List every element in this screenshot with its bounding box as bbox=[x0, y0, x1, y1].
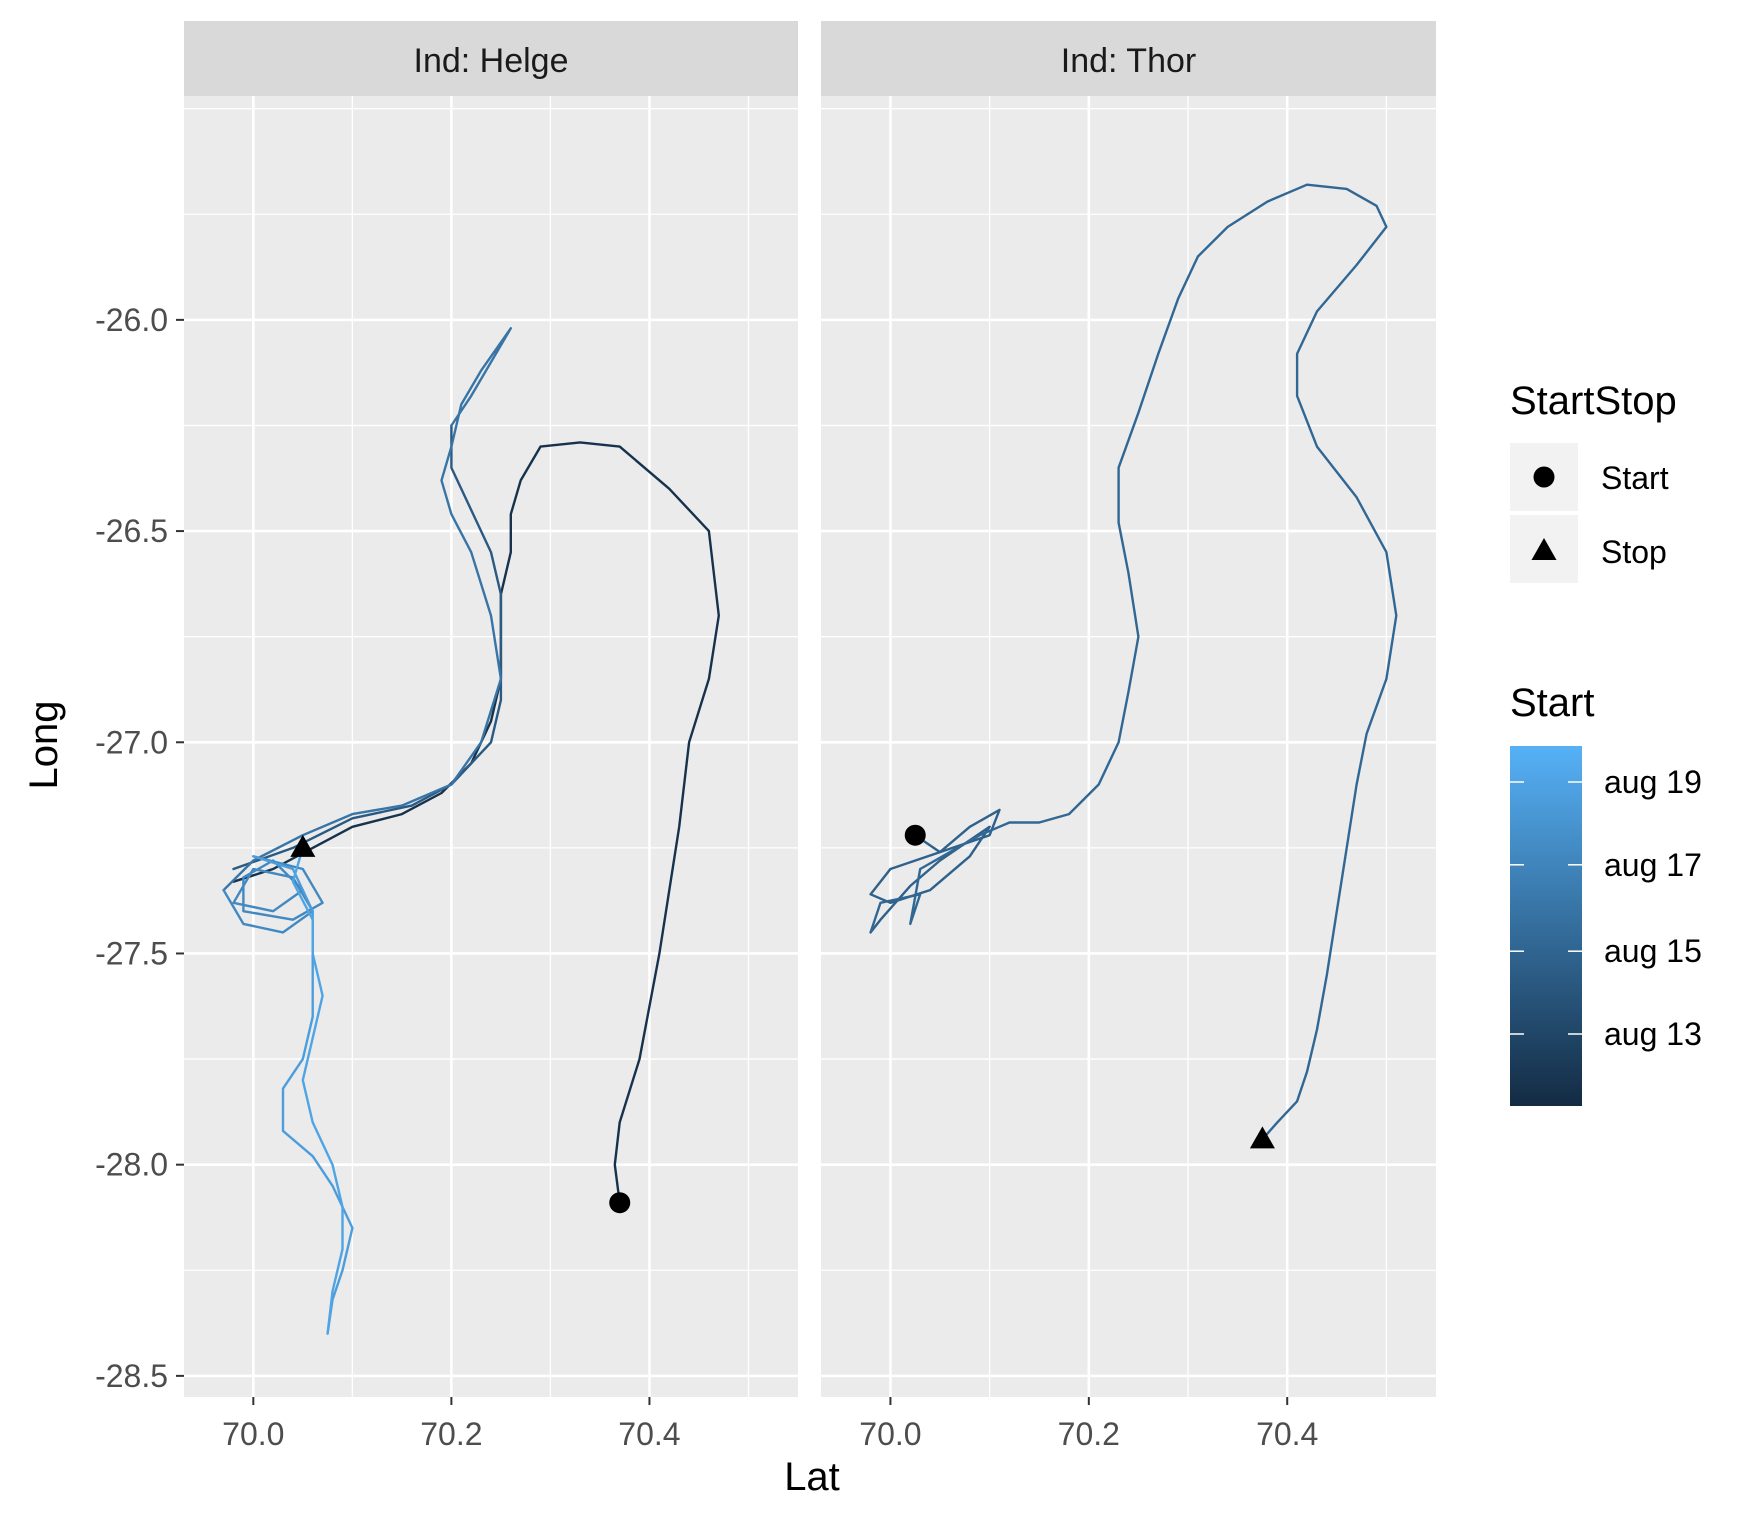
x-tick-label: 70.4 bbox=[1256, 1416, 1318, 1452]
legend-start-label: Start bbox=[1601, 460, 1669, 496]
colorbar-label: aug 13 bbox=[1604, 1016, 1702, 1052]
track-line bbox=[869, 183, 1398, 1141]
y-tick-label: -28.0 bbox=[95, 1147, 168, 1183]
x-tick-label: 70.2 bbox=[1058, 1416, 1120, 1452]
legend-stop-label: Stop bbox=[1601, 534, 1667, 570]
panel-strip-bg bbox=[821, 21, 1436, 96]
track-line bbox=[291, 846, 344, 1335]
track-line bbox=[222, 327, 512, 892]
track-line bbox=[869, 808, 1001, 934]
y-axis-title: Long bbox=[22, 701, 66, 790]
start-marker bbox=[609, 1192, 631, 1214]
y-tick-label: -27.5 bbox=[95, 935, 168, 971]
colorbar-label: aug 19 bbox=[1604, 764, 1702, 800]
y-axis: -26.0 -26.5 -27.0 -27.5 -28.0 -28.5 bbox=[95, 302, 184, 1394]
colorbar-label: aug 15 bbox=[1604, 933, 1702, 969]
x-tick-label: 70.0 bbox=[859, 1416, 921, 1452]
x-tick-label: 70.0 bbox=[222, 1416, 284, 1452]
panel-strip-label: Ind: Helge bbox=[414, 42, 569, 80]
legend-start-colorbar: Start aug 19 aug 17 aug 15 aug 13 bbox=[1510, 681, 1702, 1106]
x-tick-label: 70.2 bbox=[420, 1416, 482, 1452]
stop-marker bbox=[290, 834, 316, 857]
start-marker bbox=[904, 824, 926, 846]
panel-background bbox=[821, 96, 1436, 1397]
y-tick-label: -26.0 bbox=[95, 302, 168, 338]
tracks bbox=[222, 327, 720, 1335]
y-tick-label: -28.5 bbox=[95, 1358, 168, 1394]
tracks bbox=[869, 183, 1398, 1141]
y-tick-label: -27.0 bbox=[95, 724, 168, 760]
colorbar bbox=[1510, 746, 1582, 1106]
legend-startstop-title: StartStop bbox=[1510, 379, 1677, 423]
colorbar-label: aug 17 bbox=[1604, 847, 1702, 883]
y-tick-label: -26.5 bbox=[95, 513, 168, 549]
panels-group: Ind: Helge 70.0 70.2 70.4 Ind: Thor 70.0 70.2 7… bbox=[184, 21, 1436, 1452]
panel-2: Ind: Thor 70.0 70.2 70.4 bbox=[821, 21, 1436, 1452]
legend-stop-triangle bbox=[1531, 538, 1557, 560]
panel-1: Ind: Helge 70.0 70.2 70.4 bbox=[184, 21, 798, 1452]
stop-marker bbox=[1249, 1126, 1275, 1149]
panel-strip-bg bbox=[184, 21, 798, 96]
legend-start-circle bbox=[1533, 466, 1555, 488]
x-axis-title: Lat bbox=[784, 1455, 840, 1499]
x-tick-label: 70.4 bbox=[618, 1416, 680, 1452]
track-line bbox=[232, 441, 720, 1204]
track-line bbox=[232, 424, 503, 871]
panel-strip-label: Ind: Thor bbox=[1061, 42, 1196, 80]
panel-background bbox=[184, 96, 798, 1397]
legend-start-title: Start bbox=[1510, 681, 1594, 725]
legend-startstop: StartStop Start Stop bbox=[1510, 379, 1677, 583]
